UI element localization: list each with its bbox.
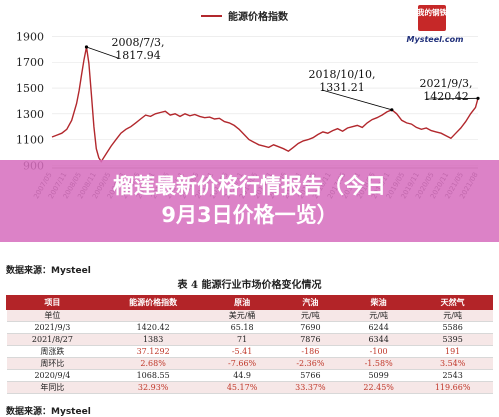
annotation-point [84,45,89,49]
table-cell [98,309,208,322]
column-header: 柴油 [344,295,414,310]
table-cell: 65.18 [207,321,277,334]
table-cell: 37.1292 [98,345,208,358]
table-cell: -1.58% [344,357,413,370]
series-line [51,46,479,163]
table-cell: 7876 [276,333,345,346]
column-header: 天然气 [412,295,493,310]
table-cell: 5395 [412,333,493,346]
legend-label: 能源价格指数 [228,10,289,23]
energy-price-table: 项目 能源价格指数 原油 汽油 柴油 天然气 单位 美元/桶 元/吨 元/吨 元/吨 2021/9/… [6,295,493,394]
banner-line-1: 榴莲最新价格行情报告（今日 [113,174,386,198]
table-row: 2021/9/3 1420.42 65.18 7690 6244 5586 [6,321,493,334]
table-header-row: 项目 能源价格指数 原油 汽油 柴油 天然气 [6,295,493,310]
table-cell: -7.66% [207,357,277,370]
annotation-arrow [86,46,119,59]
table-cell: 1383 [98,333,208,346]
table-cell: 单位 [6,309,99,322]
title-banner: 榴莲最新价格行情报告（今日 9月3日价格一览） [0,160,499,242]
table-cell: -100 [344,345,413,358]
table-cell: -2.36% [276,357,345,370]
table-cell: 1420.42 [98,321,208,334]
table-cell: 5766 [276,369,345,382]
annotation-date: 2008/7/3, [112,36,165,49]
table-cell: 3.54% [412,357,493,370]
table-cell: 22.45% [344,381,413,394]
table-cell: 32.93% [98,381,208,394]
table-cell: 6344 [344,333,413,346]
table-cell: 6244 [344,321,413,334]
table-cell: 5099 [344,369,413,382]
y-tick-label: 1900 [16,30,44,43]
annotation-point [390,108,394,112]
mysteel-logo-mark [418,5,446,31]
table-row: 2021/8/27 1383 71 7876 6344 5395 [6,333,493,346]
annotation-point [476,96,480,100]
table-cell: 2.68% [98,357,208,370]
column-header: 项目 [6,295,99,310]
y-tick-label: 1300 [16,108,44,121]
table-cell: -186 [276,345,345,358]
table-cell: 2021/8/27 [6,333,99,346]
table-cell: 2021/9/3 [6,321,99,334]
table-cell: 元/吨 [412,309,493,322]
data-source-label-bottom: 数据来源：Mysteel [6,407,91,417]
annotation-date: 2021/9/3, [420,77,473,90]
annotation-arrow [425,97,479,100]
table-cell: 7690 [276,321,345,334]
table-row: 周涨跌 37.1292 -5.41 -186 -100 191 [6,345,493,358]
banner-line-2: 9月3日价格一览） [161,203,338,227]
column-header: 汽油 [275,295,346,310]
annotation-date: 2018/10/10, [309,68,376,81]
table-cell: 年同比 [6,381,99,394]
y-tick-label: 1700 [16,56,44,69]
table-cell: 元/吨 [276,309,345,322]
y-tick-label: 1500 [16,82,44,95]
table-cell: 美元/桶 [207,309,277,322]
logo-caption: Mysteel.com [407,35,464,44]
table-cell: -5.41 [207,345,277,358]
table-cell: 1068.55 [98,369,208,382]
table-cell: 2543 [412,369,493,382]
data-source-label: 数据来源：Mysteel [6,266,91,276]
y-tick-label: 1100 [16,134,44,147]
table-cell: 45.17% [207,381,277,394]
table-cell: 周环比 [6,357,99,370]
table-cell: 33.37% [276,381,345,394]
column-header: 能源价格指数 [97,295,209,310]
table-row: 单位 美元/桶 元/吨 元/吨 元/吨 [6,309,493,322]
logo-text: 我的钢铁 [417,7,447,17]
table-cell: 周涨跌 [6,345,99,358]
column-header: 原油 [207,295,277,310]
table-cell: 71 [207,333,277,346]
annotation-arrow [321,89,392,111]
table-cell: 5586 [412,321,493,334]
table-row: 周环比 2.68% -7.66% -2.36% -1.58% 3.54% [6,357,493,370]
annotation-value: 1817.94 [115,49,161,62]
table-cell: 191 [412,345,493,358]
table-title: 表 4 能源行业市场价格变化情况 [177,280,322,291]
table-row: 2020/9/4 1068.55 44.9 5766 5099 2543 [6,369,493,382]
annotation-value: 1331.21 [319,81,365,94]
table-cell: 119.66% [412,381,493,394]
table-row: 年同比 32.93% 45.17% 33.37% 22.45% 119.66% [6,381,493,394]
table-cell: 元/吨 [344,309,413,322]
table-cell: 44.9 [207,369,277,382]
annotation-value: 1420.42 [423,90,469,103]
table-cell: 2020/9/4 [6,369,99,382]
